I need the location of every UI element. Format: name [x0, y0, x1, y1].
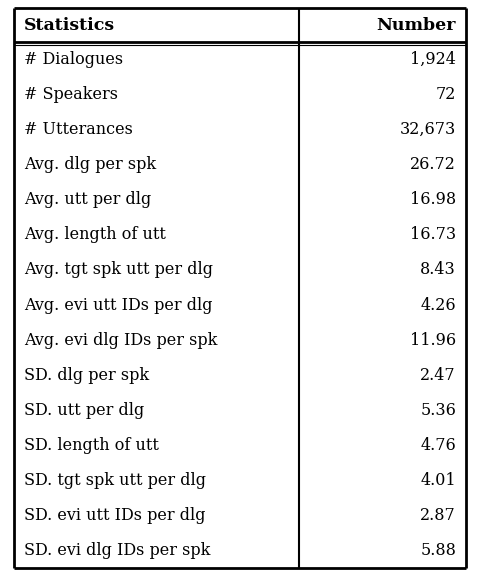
Text: SD. utt per dlg: SD. utt per dlg — [24, 401, 144, 419]
Text: # Dialogues: # Dialogues — [24, 51, 123, 68]
Text: 4.26: 4.26 — [420, 297, 456, 313]
Text: Avg. utt per dlg: Avg. utt per dlg — [24, 191, 151, 209]
Bar — [14, 8, 466, 42]
Text: SD. dlg per spk: SD. dlg per spk — [24, 367, 149, 384]
Text: Statistics: Statistics — [24, 17, 115, 33]
Text: Avg. tgt spk utt per dlg: Avg. tgt spk utt per dlg — [24, 262, 213, 278]
Text: Number: Number — [376, 17, 456, 33]
Text: 26.72: 26.72 — [410, 156, 456, 173]
Text: 2.47: 2.47 — [420, 367, 456, 384]
Text: 5.36: 5.36 — [420, 401, 456, 419]
Text: 11.96: 11.96 — [410, 332, 456, 348]
Text: # Utterances: # Utterances — [24, 121, 133, 138]
Text: Avg. length of utt: Avg. length of utt — [24, 226, 166, 244]
Text: Avg. evi dlg IDs per spk: Avg. evi dlg IDs per spk — [24, 332, 217, 348]
Text: SD. evi dlg IDs per spk: SD. evi dlg IDs per spk — [24, 542, 210, 559]
Text: 2.87: 2.87 — [420, 507, 456, 524]
Text: Avg. dlg per spk: Avg. dlg per spk — [24, 156, 156, 173]
Text: Avg. evi utt IDs per dlg: Avg. evi utt IDs per dlg — [24, 297, 213, 313]
Text: 16.98: 16.98 — [410, 191, 456, 209]
Text: 72: 72 — [436, 86, 456, 103]
Text: 16.73: 16.73 — [410, 226, 456, 244]
Text: 8.43: 8.43 — [420, 262, 456, 278]
Text: # Speakers: # Speakers — [24, 86, 118, 103]
Text: 32,673: 32,673 — [400, 121, 456, 138]
Text: 4.76: 4.76 — [420, 437, 456, 454]
Text: 5.88: 5.88 — [420, 542, 456, 559]
Text: SD. evi utt IDs per dlg: SD. evi utt IDs per dlg — [24, 507, 205, 524]
Text: SD. tgt spk utt per dlg: SD. tgt spk utt per dlg — [24, 472, 206, 489]
Text: SD. length of utt: SD. length of utt — [24, 437, 159, 454]
Text: 1,924: 1,924 — [410, 51, 456, 68]
Text: 4.01: 4.01 — [420, 472, 456, 489]
